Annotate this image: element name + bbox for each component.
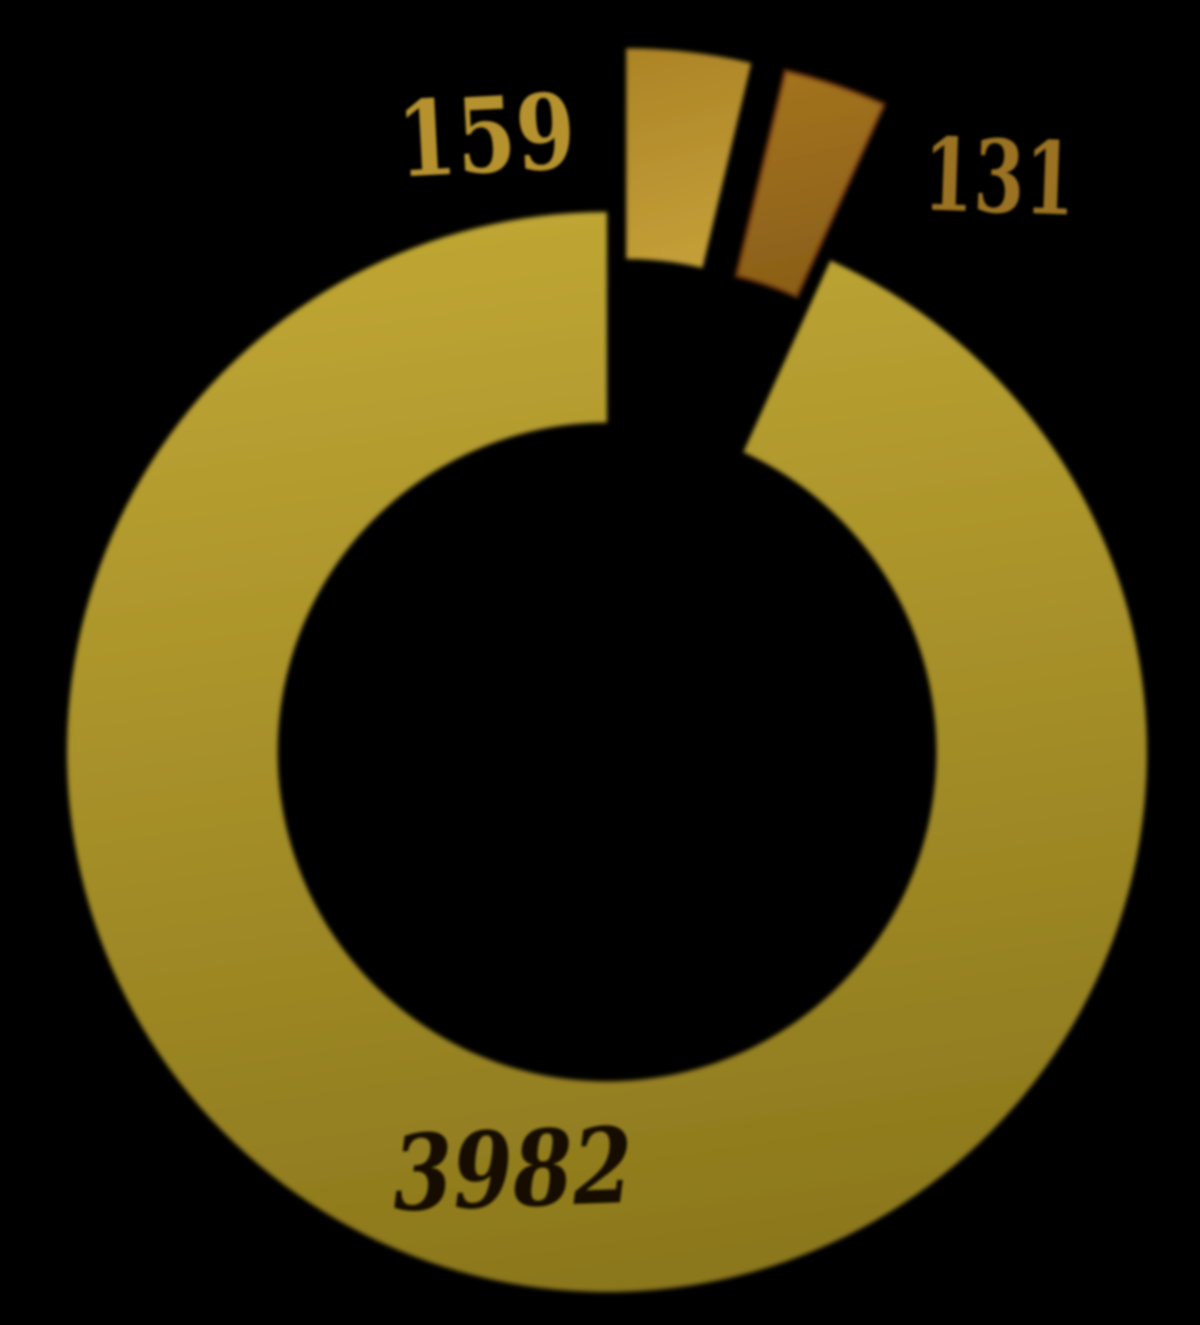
donut-slice-3982 <box>66 212 1147 1292</box>
slice-label-159: 159 <box>394 69 578 201</box>
slice-label-131: 131 <box>921 115 1077 238</box>
donut-slice-131 <box>734 68 887 299</box>
donut-wedges <box>66 48 1147 1292</box>
donut-slice-159 <box>626 48 752 269</box>
slice-label-3982: 3982 <box>391 1104 635 1235</box>
slice-labels: 159 131 3982 <box>391 69 1078 1235</box>
